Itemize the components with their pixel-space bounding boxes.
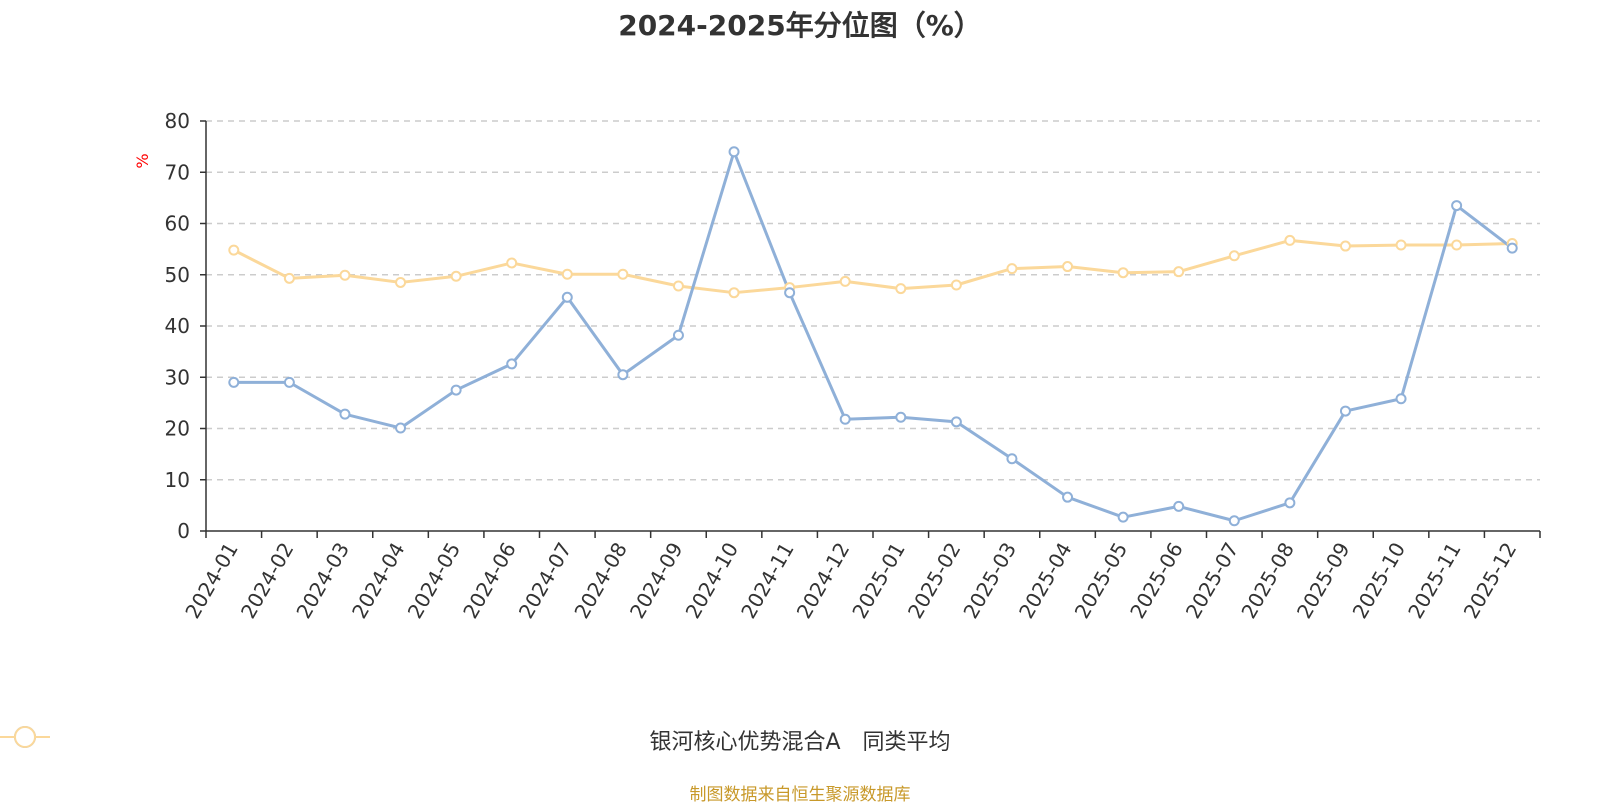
y-tick-label: 50: [165, 263, 190, 287]
x-tick-label: 2024-08: [569, 538, 632, 622]
grid-lines: [206, 120, 1540, 481]
y-tick-label: 0: [177, 519, 190, 543]
x-tick-label: 2024-03: [291, 538, 354, 622]
x-tick-label: 2024-07: [514, 538, 577, 622]
x-tick-label: 2025-02: [903, 538, 966, 622]
y-tick-label: 70: [165, 160, 190, 184]
data-point[interactable]: [1395, 239, 1407, 251]
data-point[interactable]: [672, 280, 684, 292]
data-point[interactable]: [506, 358, 518, 370]
data-point[interactable]: [506, 257, 518, 269]
data-point[interactable]: [339, 408, 351, 420]
x-tick-label: 2024-12: [792, 538, 855, 622]
x-tick-label: 2025-05: [1070, 538, 1133, 622]
data-point[interactable]: [1228, 250, 1240, 262]
data-point[interactable]: [728, 287, 740, 299]
legend-label-fund: 银河核心优势混合A: [649, 730, 841, 755]
data-point[interactable]: [617, 369, 629, 381]
data-source-note: 制图数据来自恒生聚源数据库: [689, 785, 911, 805]
data-point[interactable]: [228, 376, 240, 388]
x-tick-label: 2024-01: [180, 538, 243, 622]
data-point[interactable]: [1506, 242, 1518, 254]
x-tick-label: 2025-10: [1348, 538, 1411, 622]
x-tick-label: 2025-09: [1292, 538, 1355, 622]
data-point[interactable]: [228, 244, 240, 256]
data-point[interactable]: [1117, 267, 1129, 279]
x-tick-label: 2025-03: [958, 538, 1021, 622]
x-tick-label: 2025-01: [847, 538, 910, 622]
data-point[interactable]: [1451, 200, 1463, 212]
data-point[interactable]: [1117, 511, 1129, 523]
y-tick-label: 10: [165, 468, 190, 492]
data-point[interactable]: [1228, 515, 1240, 527]
data-point[interactable]: [1062, 491, 1074, 503]
data-point[interactable]: [561, 268, 573, 280]
data-point[interactable]: [672, 329, 684, 341]
data-point[interactable]: [1173, 266, 1185, 278]
data-point[interactable]: [1451, 239, 1463, 251]
legend: 银河核心优势混合A 同类平均: [0, 724, 1600, 756]
x-tick-label: 2025-06: [1125, 538, 1188, 622]
y-tick-label: 80: [165, 109, 190, 133]
x-tick-label: 2024-04: [347, 538, 410, 622]
x-tick-label: 2024-09: [625, 538, 688, 622]
data-point[interactable]: [1339, 240, 1351, 252]
data-point[interactable]: [395, 422, 407, 434]
x-tick-label: 2025-12: [1459, 538, 1522, 622]
y-unit-label: %: [133, 153, 152, 168]
data-point[interactable]: [1006, 263, 1018, 275]
x-tick-label: 2024-05: [403, 538, 466, 622]
x-tick-label: 2025-11: [1403, 538, 1466, 622]
data-point[interactable]: [1006, 453, 1018, 465]
chart-title: 2024-2025年分位图（%）: [618, 9, 982, 42]
data-point[interactable]: [1173, 500, 1185, 512]
data-point[interactable]: [561, 291, 573, 303]
x-tick-label: 2025-04: [1014, 538, 1077, 622]
data-point[interactable]: [339, 269, 351, 281]
data-point[interactable]: [450, 384, 462, 396]
series-line-0: [233, 150, 1514, 523]
x-tick-label: 2024-11: [736, 538, 799, 622]
axes: [200, 120, 1541, 538]
data-point[interactable]: [1062, 261, 1074, 273]
y-tick-label: 60: [165, 212, 190, 236]
data-point[interactable]: [395, 276, 407, 288]
data-point[interactable]: [950, 416, 962, 428]
data-point[interactable]: [728, 146, 740, 158]
legend-line-circle-icon: [0, 726, 50, 748]
x-tick-label: 2025-07: [1181, 538, 1244, 622]
data-point[interactable]: [1339, 405, 1351, 417]
data-point[interactable]: [283, 272, 295, 284]
x-tick-label: 2024-02: [236, 538, 299, 622]
y-tick-label: 40: [165, 314, 190, 338]
series-lines: [228, 146, 1518, 527]
data-point[interactable]: [283, 376, 295, 388]
data-point[interactable]: [1284, 497, 1296, 509]
data-point[interactable]: [450, 270, 462, 282]
legend-item-fund[interactable]: 银河核心优势混合A: [0, 724, 841, 756]
data-point[interactable]: [895, 411, 907, 423]
y-tick-label: 30: [165, 365, 190, 389]
series-line-1: [233, 238, 1513, 295]
data-point[interactable]: [895, 283, 907, 295]
axis-labels: 010203040506070802024-012024-022024-0320…: [165, 109, 1522, 623]
legend-label-average: 同类平均: [862, 730, 951, 755]
y-tick-label: 20: [165, 417, 190, 441]
data-point[interactable]: [839, 275, 851, 287]
data-point[interactable]: [839, 413, 851, 425]
data-point[interactable]: [617, 268, 629, 280]
x-tick-label: 2024-10: [681, 538, 744, 622]
data-point[interactable]: [950, 279, 962, 291]
legend-item-average[interactable]: 同类平均: [0, 724, 951, 756]
data-point[interactable]: [1395, 393, 1407, 405]
data-point[interactable]: [1284, 234, 1296, 246]
x-tick-label: 2024-06: [458, 538, 521, 622]
x-tick-label: 2025-08: [1236, 538, 1299, 622]
data-point[interactable]: [784, 287, 796, 299]
